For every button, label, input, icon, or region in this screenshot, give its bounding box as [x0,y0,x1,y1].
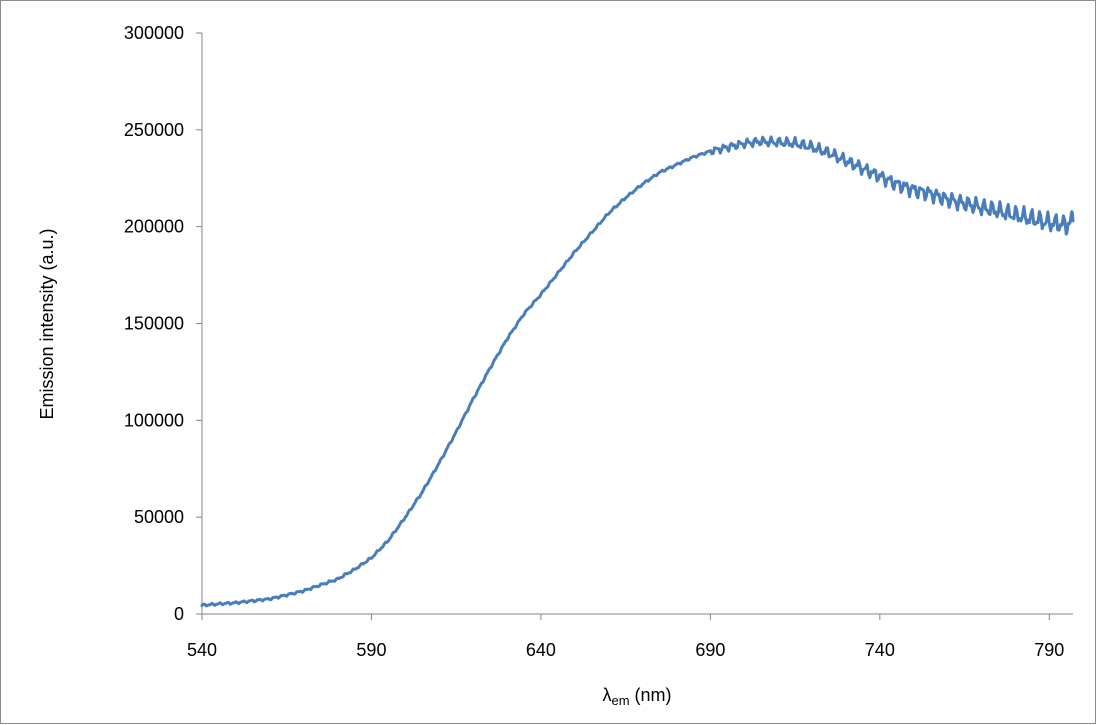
x-axis-title: λem (nm) [602,685,671,708]
series-line [200,135,1075,608]
x-tick-label: 740 [865,640,895,660]
y-tick-label: 200000 [124,217,184,237]
x-axis-title-symbol: λ [602,685,611,705]
y-ticks: 0 50000 100000 150000 200000 250000 300000 [124,23,202,624]
y-tick-label: 100000 [124,410,184,430]
y-axis-title: Emission intensity (a.u.) [37,228,57,419]
x-axis-title-unit: (nm) [630,685,672,705]
x-tick-label: 590 [356,640,386,660]
x-tick-label: 690 [695,640,725,660]
x-tick-label: 790 [1034,640,1064,660]
x-ticks: 540 590 640 690 740 790 [187,614,1064,660]
y-tick-label: 300000 [124,23,184,43]
x-tick-label: 640 [526,640,556,660]
x-tick-label: 540 [187,640,217,660]
y-tick-label: 250000 [124,120,184,140]
axes [201,33,1073,615]
x-axis-title-subscript: em [611,693,629,708]
y-tick-label: 0 [174,604,184,624]
y-tick-label: 150000 [124,314,184,334]
y-tick-label: 50000 [134,507,184,527]
